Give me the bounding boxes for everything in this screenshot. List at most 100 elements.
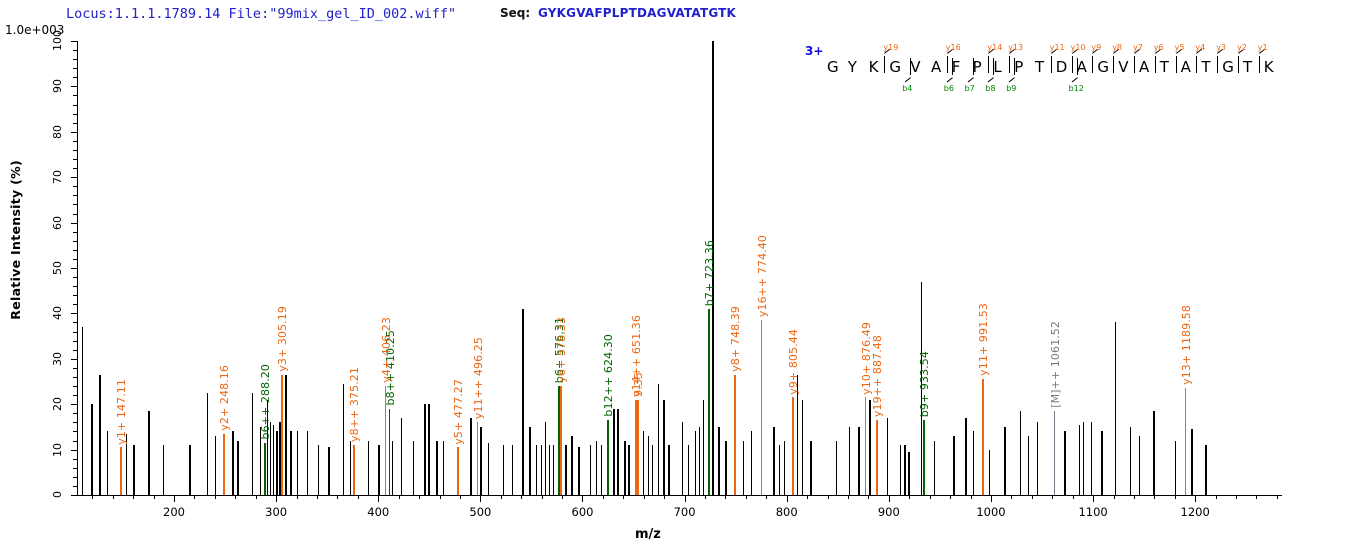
spectrum-peak [1101, 431, 1103, 495]
y-axis-major-tick [71, 358, 77, 360]
peak-annotation-label: y5+ 477.27 [452, 378, 466, 445]
peak-annotation-label: y4+ 406.23 [379, 317, 393, 384]
x-axis-minor-tick [541, 495, 543, 499]
spectrum-peak-y-ion [560, 386, 562, 495]
spectrum-peak-y-ion [223, 433, 225, 495]
x-axis-line [77, 495, 1282, 496]
spectrum-peak-b-ion [708, 308, 711, 495]
spectrum-peak [412, 440, 415, 495]
y-axis-major-tick [71, 177, 77, 179]
y-axis-tick-label: 90 [51, 79, 64, 94]
y-axis-minor-tick [73, 386, 77, 388]
spectrum-peak [328, 447, 330, 495]
y-axis-tick-label: 70 [51, 170, 64, 185]
peak-annotation-label: 9.35 [632, 371, 646, 397]
y-axis-tick-label: 40 [51, 306, 64, 321]
spectrum-peak [886, 417, 889, 495]
spectrum-peak [681, 422, 683, 495]
spectrum-peak-y-ion [734, 374, 736, 495]
spectrum-peak [290, 431, 292, 495]
x-axis-minor-tick [439, 495, 441, 499]
spectrum-peak [342, 383, 344, 495]
y-axis-minor-tick [73, 50, 77, 52]
y-ion-cleavage-mark [1134, 56, 1142, 73]
sequence-residue: G [827, 58, 839, 76]
y-axis-major-tick [71, 268, 77, 269]
spectrum-peak [595, 440, 598, 495]
spectrum-peak [783, 440, 786, 495]
y-axis-major-tick [71, 41, 77, 42]
spectrum-peak [1064, 431, 1066, 495]
spectrum-peak [296, 431, 298, 495]
y-axis-minor-tick [73, 249, 77, 251]
sequence-residue: P [972, 58, 982, 76]
peak-annotation-label: y11++ 496.25 [471, 337, 485, 420]
y-axis-tick-label: 80 [51, 124, 64, 139]
x-axis-tick-label: 400 [367, 505, 390, 519]
y-axis-minor-tick [73, 204, 77, 206]
spectrum-peak-b-ion [388, 408, 391, 495]
y-axis-minor-tick [73, 186, 77, 188]
spectrum-peak [535, 445, 537, 495]
spectrum-peak [773, 426, 775, 495]
spectrum-peak [480, 426, 482, 495]
peak-annotation-label: y9+ 805.44 [787, 328, 801, 395]
spectrum-peak [285, 374, 287, 495]
y-axis-tick-label: 30 [51, 351, 64, 366]
b-ion-label: b4 [902, 84, 913, 93]
x-axis-minor-tick [725, 495, 727, 499]
spectrum-peak [548, 445, 551, 495]
spectrum-peak [1174, 440, 1177, 495]
spectrum-peak [796, 374, 799, 495]
spectrum-peak [835, 440, 838, 495]
y-ion-label: y1 [1257, 43, 1268, 52]
x-axis-minor-tick [500, 495, 502, 499]
spectrum-peak [651, 445, 654, 495]
spectrum-peak [470, 417, 472, 495]
x-axis-minor-tick [1174, 495, 1176, 499]
peak-annotation-label: y11+ 991.53 [977, 303, 991, 377]
y-ion-cleavage-mark [1196, 56, 1204, 73]
y-axis-minor-tick [73, 95, 77, 97]
spectrum-peak [106, 431, 108, 495]
x-axis-minor-tick [847, 495, 849, 499]
y-axis-minor-tick [73, 231, 77, 233]
y-ion-cleavage-mark [1092, 56, 1100, 73]
b-ion-cleavage-mark [903, 58, 912, 75]
x-axis-major-tick [786, 495, 788, 502]
spectrum-peak [1019, 411, 1021, 495]
y-axis-minor-tick [73, 213, 77, 215]
x-axis-minor-tick [133, 495, 135, 499]
sequence-residue: T [1159, 58, 1169, 76]
x-axis-tick-label: 1000 [976, 505, 1006, 519]
y-axis-minor-tick [73, 431, 77, 433]
x-axis-tick-label: 900 [877, 505, 900, 519]
spectrum-peak [148, 411, 150, 495]
y-axis-tick-label: 20 [51, 397, 64, 412]
spectrum-peak [1036, 422, 1039, 495]
spectrum-peak [391, 440, 393, 495]
spectrum-peak-m-ion [1053, 411, 1056, 495]
spectrum-peak-y-ion [864, 397, 867, 495]
y-axis-minor-tick [73, 422, 77, 424]
y-axis-minor-tick [73, 376, 77, 378]
b-ion-cleavage-mark [966, 58, 974, 75]
y-axis-minor-tick [73, 304, 77, 306]
peak-annotation-label: b12++ 624.30 [602, 334, 616, 418]
spectrum-peak [1114, 322, 1116, 495]
peak-annotation-label: y8+ 748.39 [729, 305, 743, 372]
spectrum-peak [270, 422, 272, 495]
y-ion-label: y8 [1112, 43, 1123, 52]
x-axis-minor-tick [1236, 495, 1238, 499]
x-axis-minor-tick [1011, 495, 1013, 499]
mass-spectrum-plot[interactable]: y1+ 147.11 y2+ 248.16 b6++ 288.20 y3+ 305.1… [77, 41, 1282, 495]
spectrum-peak [1091, 422, 1093, 495]
spectrum-peak-y-ion [760, 320, 763, 495]
spectrum-peak [162, 445, 165, 495]
spectrum-peak [502, 445, 505, 495]
x-axis-minor-tick [868, 495, 870, 499]
y-axis-major-tick [71, 449, 77, 451]
y-axis-minor-tick [73, 258, 77, 260]
y-axis-minor-tick [73, 476, 77, 478]
y-axis-minor-tick [73, 68, 77, 70]
